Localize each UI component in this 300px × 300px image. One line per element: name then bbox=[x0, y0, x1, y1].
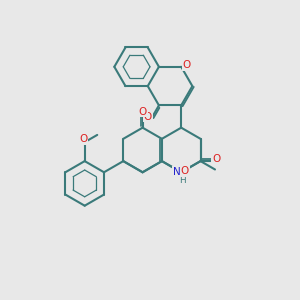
Text: H: H bbox=[179, 176, 186, 185]
Text: O: O bbox=[181, 166, 189, 176]
Text: N: N bbox=[173, 167, 181, 177]
Text: O: O bbox=[139, 106, 147, 117]
Text: O: O bbox=[143, 112, 152, 122]
Text: O: O bbox=[182, 60, 191, 70]
Text: O: O bbox=[79, 134, 87, 144]
Text: O: O bbox=[212, 154, 220, 164]
